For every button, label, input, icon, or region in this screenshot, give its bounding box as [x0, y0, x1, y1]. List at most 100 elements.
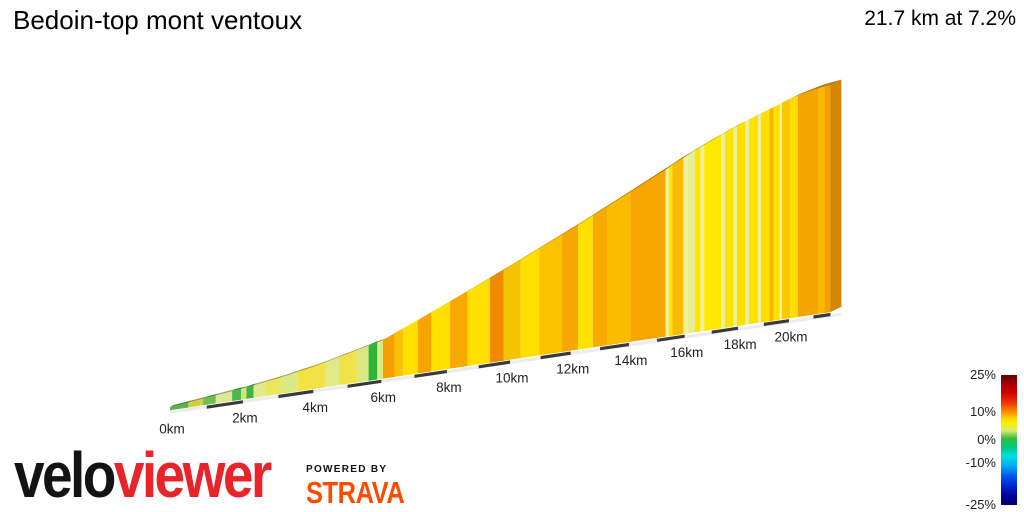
veloviewer-logo[interactable]: veloviewer: [14, 443, 272, 507]
gradient-band: [818, 86, 825, 314]
gradient-band: [394, 328, 403, 377]
gradient-band: [188, 398, 204, 408]
axis-tick-segment: [347, 379, 382, 388]
band-top-cap: [824, 79, 842, 87]
legend-tick-label: 10%: [969, 404, 996, 419]
gradient-band: [253, 381, 266, 398]
band-top-cap: [592, 201, 616, 215]
band-top-cap: [790, 90, 809, 99]
gradient-band: [592, 205, 608, 348]
gradient-band: [241, 387, 247, 400]
gradient-legend-bar: [1001, 375, 1017, 505]
band-top-cap: [520, 244, 547, 260]
band-top-cap: [170, 400, 192, 408]
gradient-band: [417, 312, 432, 374]
band-top-cap: [818, 81, 836, 89]
axis-tick-segment: [278, 389, 314, 399]
band-top-cap: [394, 325, 409, 334]
summit-side-face: [830, 79, 842, 313]
gradient-band: [431, 301, 451, 372]
axis-tick-segment: [540, 351, 571, 360]
gradient-band: [665, 166, 669, 337]
gradient-band: [339, 349, 358, 386]
strava-wordmark: STRAVA: [306, 475, 405, 510]
gradient-band: [758, 113, 761, 323]
x-axis-label: 12km: [556, 362, 589, 377]
gradient-band: [246, 385, 254, 399]
band-top-cap: [733, 120, 747, 128]
band-top-cap: [539, 230, 569, 249]
veloviewer-logo-velo: velo: [14, 439, 116, 511]
band-top-cap: [339, 347, 363, 358]
band-top-cap: [578, 210, 601, 225]
gradient-band: [725, 127, 734, 328]
gradient-band: [297, 362, 326, 392]
gradient-band: [733, 125, 737, 327]
gradient-band: [377, 340, 383, 380]
axis-tick-segment: [600, 342, 629, 351]
gradient-band: [824, 85, 831, 313]
gradient-band: [489, 269, 504, 363]
legend-tick-label: -10%: [965, 455, 996, 470]
band-top-cap: [700, 139, 714, 147]
axis-tick-segment: [657, 334, 685, 342]
gradient-band: [170, 402, 189, 411]
legend-tick-label: -25%: [965, 497, 996, 512]
gradient-band: [215, 391, 233, 404]
gradient-band: [383, 333, 395, 379]
x-axis-label: 18km: [724, 337, 757, 352]
axis-tick-segment: [206, 400, 243, 409]
gradient-band: [325, 357, 340, 388]
gradient-band: [773, 104, 780, 321]
band-top-cap: [188, 396, 207, 403]
gradient-band: [357, 345, 369, 383]
x-axis-label: 16km: [670, 345, 703, 360]
gradient-band: [668, 164, 673, 337]
gradient-band: [688, 149, 695, 334]
axis-tick-segment: [478, 360, 510, 369]
band-top-cap: [297, 359, 330, 372]
gradient-band: [630, 168, 666, 342]
gradient-band: [700, 144, 705, 332]
band-top-cap: [489, 265, 511, 278]
gradient-band: [539, 234, 562, 356]
band-top-cap: [672, 152, 693, 164]
gradient-band: [520, 248, 540, 359]
band-top-cap: [607, 186, 639, 206]
gradient-band: [561, 224, 579, 352]
band-top-cap: [721, 127, 735, 135]
x-axis-label: 0km: [159, 421, 185, 436]
band-top-cap: [683, 149, 697, 157]
gradient-band: [745, 119, 749, 325]
band-top-cap: [668, 159, 682, 167]
gradient-band: [402, 320, 418, 376]
gradient-band: [760, 109, 770, 323]
gradient-band: [503, 259, 521, 361]
band-top-cap: [665, 161, 678, 169]
gradient-band: [797, 88, 819, 318]
x-axis-label: 20km: [774, 329, 807, 344]
x-axis-label: 4km: [303, 400, 329, 415]
axis-tick-segment: [813, 312, 831, 319]
band-top-cap: [688, 145, 705, 154]
gradient-band: [769, 107, 774, 322]
powered-by-strava[interactable]: POWERED BY STRAVA: [306, 464, 426, 508]
gradient-band: [672, 156, 684, 336]
gradient-band: [749, 114, 759, 325]
ride-summary: 21.7 km at 7.2%: [864, 7, 1016, 30]
x-axis-label: 2km: [232, 410, 258, 425]
band-top-cap: [630, 164, 675, 192]
band-top-cap: [325, 354, 344, 363]
band-top-cap: [704, 129, 731, 145]
band-top-cap: [281, 369, 302, 378]
gradient-band: [607, 191, 631, 346]
x-axis-label: 8km: [436, 380, 462, 395]
band-top-cap: [266, 374, 287, 382]
gradient-band: [704, 134, 721, 331]
gradient-band: [790, 95, 798, 319]
axis-tick-segment: [763, 319, 789, 326]
powered-by-label: POWERED BY: [306, 464, 388, 475]
gradient-band: [736, 121, 746, 326]
band-top-cap: [246, 383, 258, 388]
